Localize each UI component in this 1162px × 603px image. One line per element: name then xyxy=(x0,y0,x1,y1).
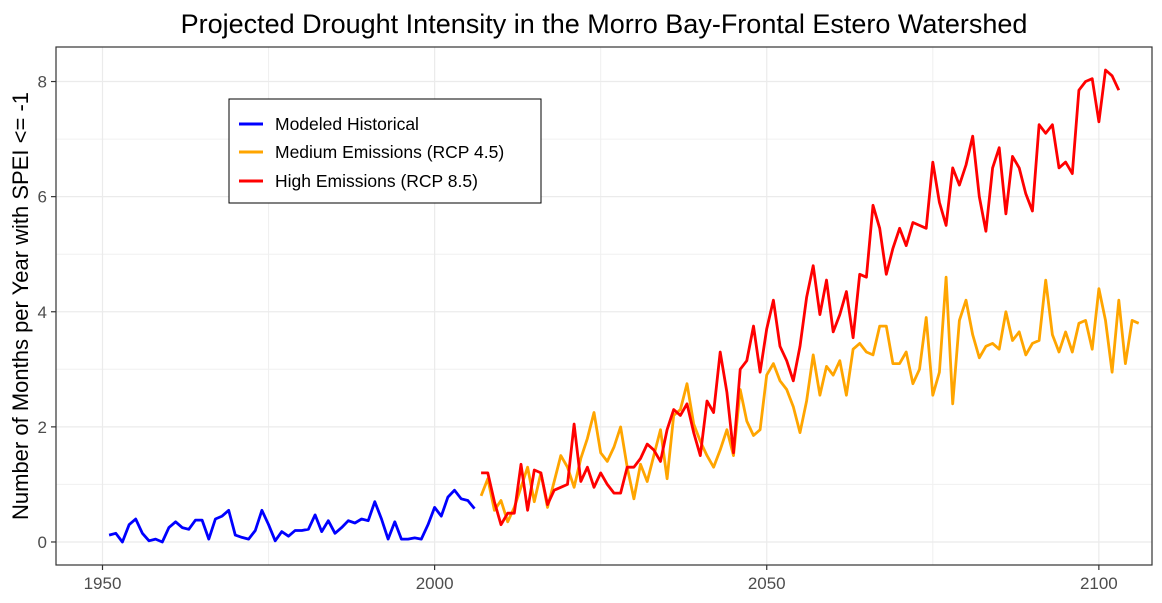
x-tick-label: 2050 xyxy=(748,574,786,593)
legend-box xyxy=(228,98,542,204)
series-layer xyxy=(108,68,1140,544)
y-tick-label: 6 xyxy=(38,188,47,207)
y-tick-label: 2 xyxy=(38,418,47,437)
y-axis-title: Number of Months per Year with SPEI <= -… xyxy=(8,92,33,520)
chart-title: Projected Drought Intensity in the Morro… xyxy=(181,9,1028,39)
legend: Modeled Historical Medium Emissions (RCP… xyxy=(228,98,542,204)
series-line-high-emissions xyxy=(481,68,1121,527)
plot-panel-border xyxy=(55,46,1153,566)
legend-label-medium-emissions: Medium Emissions (RCP 4.5) xyxy=(275,142,504,162)
x-tick-label: 1950 xyxy=(84,574,122,593)
legend-label-high-emissions: High Emissions (RCP 8.5) xyxy=(275,171,478,191)
y-tick-label: 0 xyxy=(38,533,47,552)
y-tick-label: 4 xyxy=(38,303,47,322)
legend-label-historical: Modeled Historical xyxy=(275,114,419,134)
x-tick-label: 2000 xyxy=(416,574,454,593)
series-line-medium-emissions xyxy=(479,275,1140,524)
series-line-modeled-historical xyxy=(108,488,476,544)
y-tick-label: 8 xyxy=(38,73,47,92)
axes: 1950 2000 2050 2100 0 2 4 6 8 xyxy=(38,73,1118,593)
x-tick-label: 2100 xyxy=(1080,574,1118,593)
